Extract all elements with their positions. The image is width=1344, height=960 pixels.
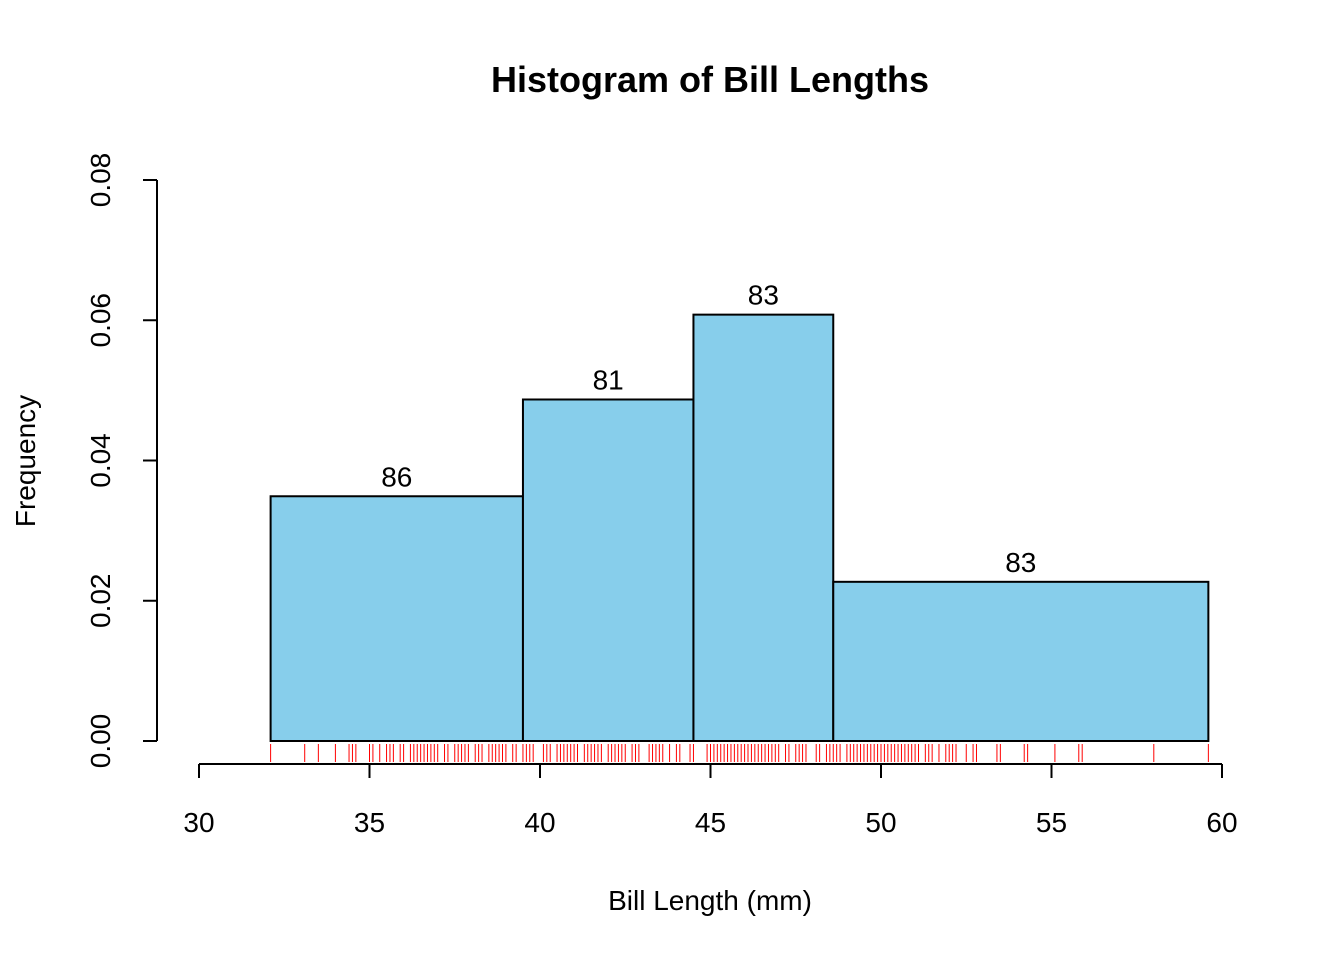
x-tick-label: 55 <box>1036 807 1067 838</box>
bar-count-label: 83 <box>748 280 779 311</box>
bar-count-label: 86 <box>381 461 412 492</box>
x-axis-label: Bill Length (mm) <box>608 885 812 916</box>
x-tick-label: 45 <box>695 807 726 838</box>
chart-title: Histogram of Bill Lengths <box>491 59 929 100</box>
histogram-bars <box>269 313 1210 743</box>
x-tick-label: 35 <box>354 807 385 838</box>
y-tick-label: 0.08 <box>85 153 116 208</box>
y-tick-label: 0.02 <box>85 574 116 629</box>
histogram-bar <box>832 580 1210 742</box>
x-axis: 30 35 40 45 50 55 60 <box>183 763 1238 838</box>
y-tick-label: 0.00 <box>85 714 116 769</box>
x-tick-label: 40 <box>524 807 555 838</box>
y-tick-label: 0.06 <box>85 293 116 348</box>
y-tick-label: 0.04 <box>85 433 116 488</box>
x-tick-label: 50 <box>865 807 896 838</box>
rug-marks <box>270 744 1209 762</box>
histogram-bar <box>692 313 835 742</box>
y-axis-label: Frequency <box>10 395 41 527</box>
bar-count-label: 81 <box>593 364 624 395</box>
bar-count-label: 83 <box>1005 547 1036 578</box>
histogram-bar <box>269 495 524 743</box>
y-axis: 0.00 0.02 0.04 0.06 0.08 <box>85 153 158 769</box>
x-tick-label: 60 <box>1206 807 1237 838</box>
histogram-bar <box>521 398 695 742</box>
bar-count-labels: 86 81 83 83 <box>381 280 1036 578</box>
x-tick-label: 30 <box>183 807 214 838</box>
